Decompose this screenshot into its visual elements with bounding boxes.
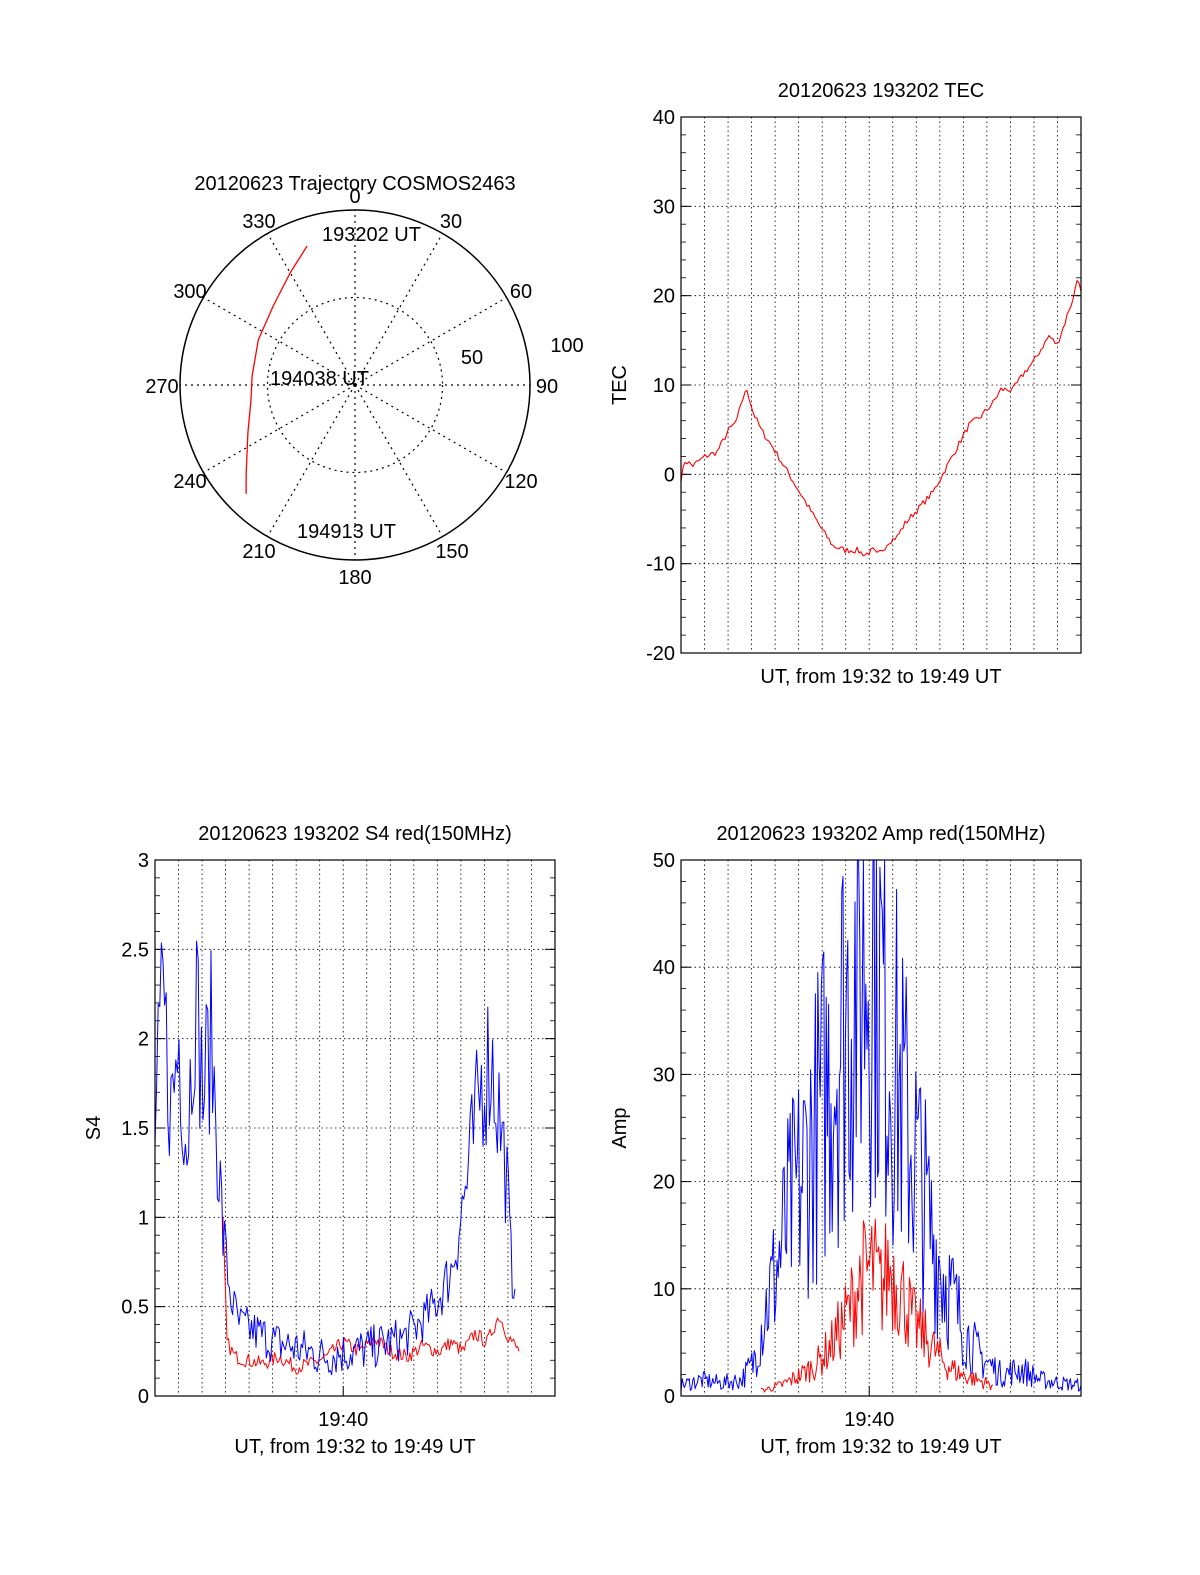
azimuth-label: 270 xyxy=(145,376,178,398)
x-tick-label: 19:40 xyxy=(844,1409,894,1431)
polar-spoke xyxy=(266,233,356,386)
trajectory-start-label: 193202 UT xyxy=(322,224,421,246)
x-axis-label: UT, from 19:32 to 19:49 UT xyxy=(760,1436,1001,1458)
y-tick-label: 30 xyxy=(653,196,675,218)
y-tick-label: 1.5 xyxy=(121,1118,149,1140)
polar-spoke xyxy=(203,384,356,474)
y-axis-label: TEC xyxy=(609,365,631,405)
plot-frame xyxy=(680,859,1082,1397)
series-line-0 xyxy=(680,279,1082,557)
azimuth-label: 150 xyxy=(435,541,468,563)
plot-frame xyxy=(680,116,1082,654)
x-axis-label: UT, from 19:32 to 19:49 UT xyxy=(234,1436,475,1458)
y-tick-label: -20 xyxy=(646,643,675,665)
azimuth-label: 90 xyxy=(536,376,558,398)
chart-title: 20120623 193202 S4 red(150MHz) xyxy=(198,823,512,845)
y-tick-label: -10 xyxy=(646,554,675,576)
azimuth-label: 30 xyxy=(440,211,462,233)
series-line-1 xyxy=(760,1218,994,1393)
polar-spoke xyxy=(354,296,507,386)
y-tick-label: 2 xyxy=(138,1029,149,1051)
y-tick-label: 0 xyxy=(664,1386,675,1408)
y-tick-label: 2.5 xyxy=(121,939,149,961)
radial-label: 50 xyxy=(461,347,483,369)
plot-frame xyxy=(154,859,556,1397)
polar-spoke xyxy=(203,296,356,386)
azimuth-label: 330 xyxy=(242,211,275,233)
polar-outer-ring xyxy=(179,209,531,561)
y-tick-label: 3 xyxy=(138,850,149,872)
y-tick-label: 50 xyxy=(653,850,675,872)
chart-title: 20120623 193202 Amp red(150MHz) xyxy=(716,823,1045,845)
azimuth-label: 300 xyxy=(173,281,206,303)
y-tick-label: 20 xyxy=(653,286,675,308)
y-tick-label: 1 xyxy=(138,1207,149,1229)
trajectory-line xyxy=(245,245,308,494)
azimuth-label: 240 xyxy=(173,471,206,493)
y-tick-label: 10 xyxy=(653,375,675,397)
trajectory-mid-label: 194038 UT xyxy=(270,368,369,390)
polar-spoke xyxy=(354,233,444,386)
y-tick-label: 40 xyxy=(653,957,675,979)
y-tick-label: 40 xyxy=(653,107,675,129)
polar-spoke xyxy=(354,384,507,474)
azimuth-label: 210 xyxy=(242,541,275,563)
s4-chart: 20120623 193202 S4 red(150MHz) 0 0.5 1 1.5 2 2… xyxy=(83,823,556,1458)
y-axis-label: Amp xyxy=(609,1107,631,1148)
azimuth-label: 120 xyxy=(504,471,537,493)
polar-spoke xyxy=(354,384,444,537)
y-tick-label: 30 xyxy=(653,1064,675,1086)
series-line-1 xyxy=(154,940,516,1376)
y-axis-label: S4 xyxy=(83,1116,105,1140)
polar-ring-50 xyxy=(266,296,444,474)
amp-chart: 20120623 193202 Amp red(150MHz) 0 10 20 30 40… xyxy=(609,823,1082,1458)
y-tick-label: 0 xyxy=(664,464,675,486)
y-tick-label: 0.5 xyxy=(121,1297,149,1319)
radial-label: 100 xyxy=(550,335,583,357)
chart-title: 20120623 193202 TEC xyxy=(778,80,984,102)
polar-spoke xyxy=(266,384,356,537)
y-tick-label: 20 xyxy=(653,1172,675,1194)
y-tick-label: 0 xyxy=(138,1386,149,1408)
x-tick-label: 19:40 xyxy=(318,1409,368,1431)
series-line-0 xyxy=(680,859,1082,1392)
y-tick-label: 10 xyxy=(653,1279,675,1301)
azimuth-label: 180 xyxy=(338,567,371,589)
polar-title: 20120623 Trajectory COSMOS2463 xyxy=(194,173,515,195)
azimuth-label: 60 xyxy=(510,281,532,303)
x-axis-label: UT, from 19:32 to 19:49 UT xyxy=(760,666,1001,688)
tec-chart: 20120623 193202 TEC -20 -10 0 10 20 30 40 UT, fr… xyxy=(609,80,1082,688)
trajectory-end-label: 194913 UT xyxy=(297,521,396,543)
azimuth-label: 0 xyxy=(349,186,360,208)
